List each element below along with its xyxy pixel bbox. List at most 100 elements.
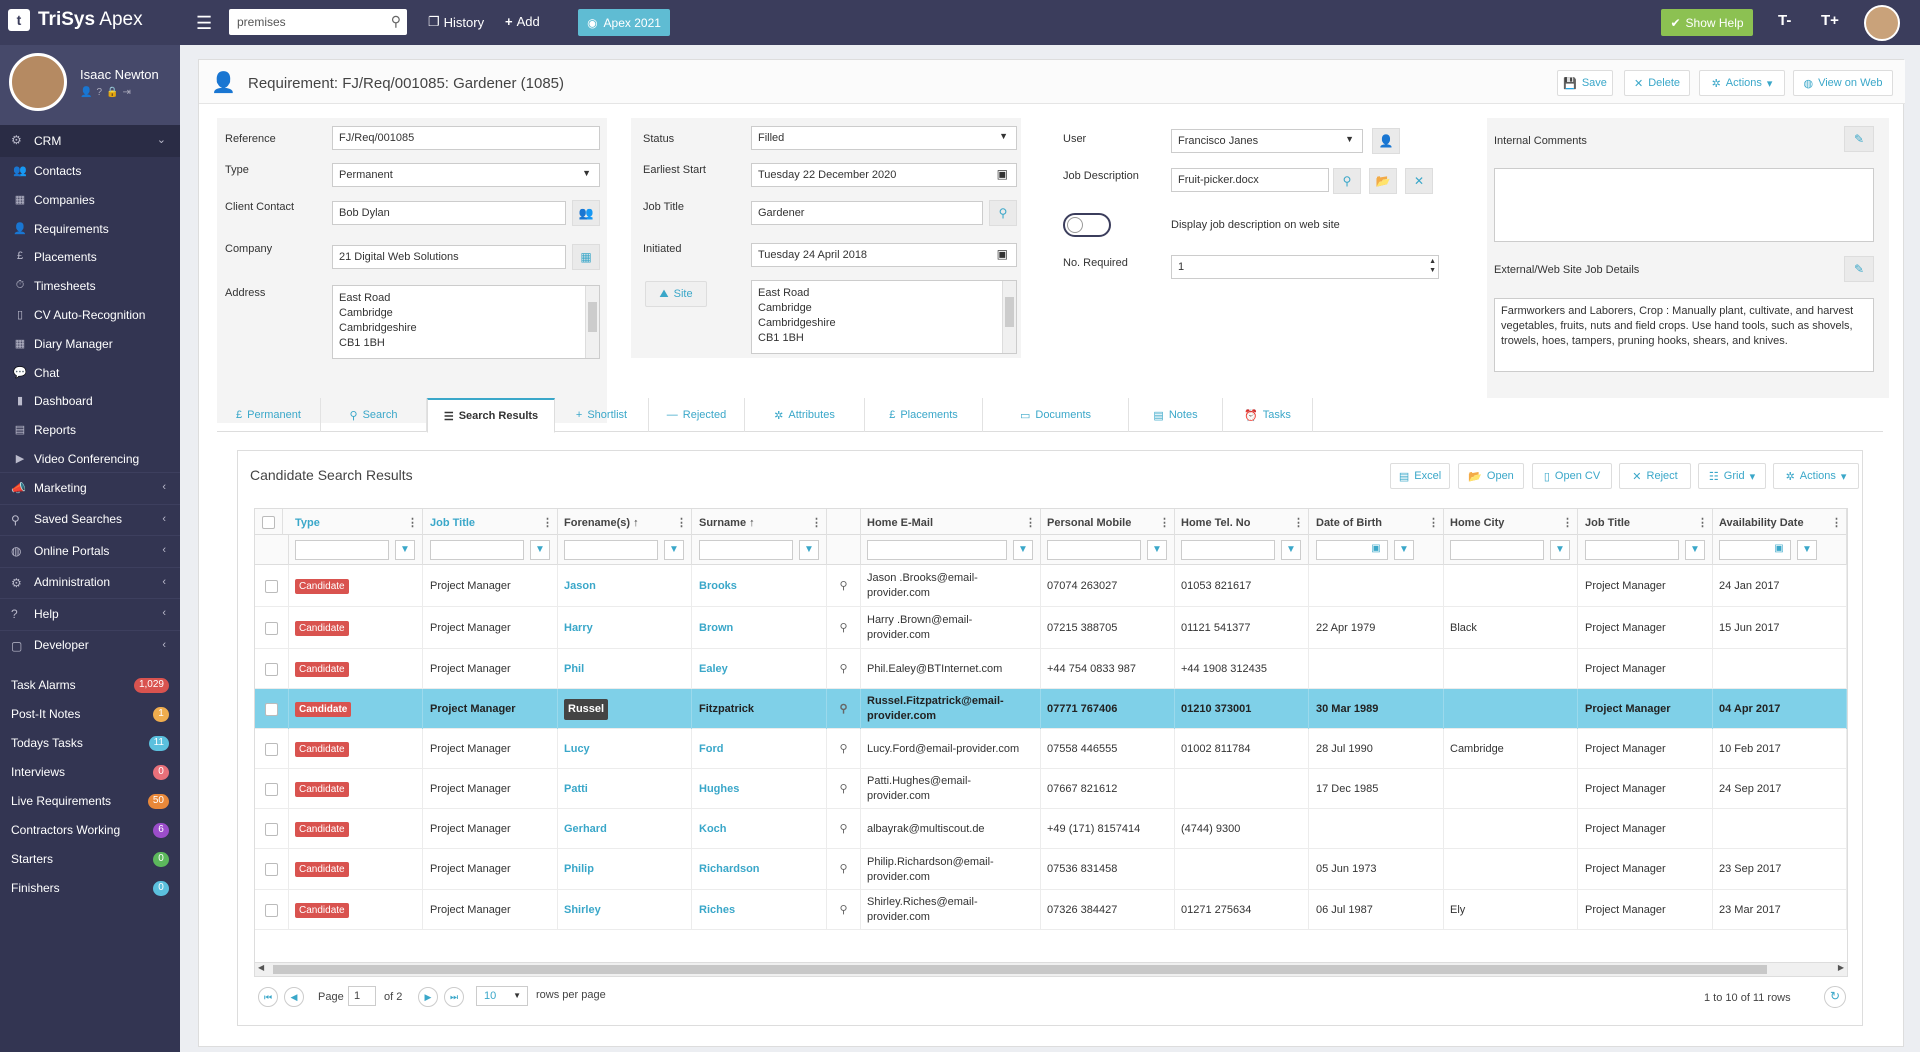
filter-icon[interactable]: ▼ <box>1147 540 1167 560</box>
cell-fore[interactable]: Harry <box>558 607 692 649</box>
column-filter-input[interactable] <box>1181 540 1275 560</box>
sidebar-item-placements[interactable]: £ Placements <box>0 243 180 271</box>
results-actions-button[interactable]: ✲ Actions ▾ <box>1773 463 1859 489</box>
cell-value[interactable]: Phil <box>564 662 585 675</box>
row-checkbox-cell[interactable] <box>255 849 289 890</box>
company-field[interactable]: 21 Digital Web Solutions <box>332 245 566 269</box>
filter-icon[interactable]: ▼ <box>1550 540 1570 560</box>
table-row[interactable]: Candidate Project Manager Patti Hughes ⚲ Patt… <box>255 769 1847 809</box>
column-menu-icon[interactable]: ⋮ <box>1562 517 1573 529</box>
cell-sur[interactable]: Riches <box>693 890 827 930</box>
row-checkbox[interactable] <box>265 782 278 796</box>
column-filter-input[interactable] <box>430 540 524 560</box>
grid-button[interactable]: ☷ Grid ▾ <box>1698 463 1766 489</box>
cell-fore[interactable]: Russel <box>558 689 692 729</box>
column-menu-icon[interactable]: ⋮ <box>1831 517 1842 529</box>
tab-placements[interactable]: £ Placements <box>865 398 983 432</box>
preview-search-icon[interactable]: ⚲ <box>827 809 861 849</box>
app-logo[interactable]: t TriSys Apex <box>8 9 143 31</box>
calendar-icon[interactable]: ▣ <box>996 167 1008 181</box>
preview-search-icon[interactable]: ⚲ <box>827 849 861 890</box>
column-header-home-city[interactable]: Home City ⋮ <box>1444 509 1578 535</box>
row-checkbox-cell[interactable] <box>255 607 289 649</box>
first-page-icon[interactable]: ⏮ <box>258 987 278 1007</box>
prev-page-icon[interactable]: ◀ <box>284 987 304 1007</box>
column-filter-input[interactable] <box>564 540 658 560</box>
cell-value[interactable]: Ford <box>699 742 724 755</box>
column-header-surname[interactable]: Surname ↑ ⋮ <box>693 509 827 535</box>
user-lookup-button[interactable]: 👤 <box>1372 128 1400 154</box>
column-filter-input[interactable] <box>1450 540 1544 560</box>
delete-button[interactable]: ✕ Delete <box>1624 70 1690 96</box>
contact-lookup-button[interactable]: 👥 <box>572 200 600 226</box>
row-checkbox-cell[interactable] <box>255 890 289 930</box>
cell-value[interactable]: Philip <box>564 863 594 875</box>
row-checkbox[interactable] <box>265 903 278 917</box>
next-page-icon[interactable]: ▶ <box>418 987 438 1007</box>
cell-value[interactable]: Lucy <box>564 742 590 755</box>
select-all-checkbox-cell[interactable] <box>255 509 283 535</box>
filter-icon[interactable]: ▼ <box>799 540 819 560</box>
row-checkbox[interactable] <box>265 579 278 593</box>
company-lookup-button[interactable]: ▦ <box>572 244 600 270</box>
sidebar-counter-contractors-working[interactable]: Contractors Working 6 <box>0 816 180 844</box>
preview-search-icon[interactable]: ⚲ <box>827 607 861 649</box>
sidebar-section-administration[interactable]: ⚙ Administration ‹ <box>0 566 180 597</box>
cell-fore[interactable]: Shirley <box>558 890 692 930</box>
sort-ascending-icon[interactable]: ↑ <box>746 517 755 529</box>
table-row[interactable]: Candidate Project Manager Phil Ealey ⚲ Phil.E… <box>255 649 1847 689</box>
sidebar-section-help[interactable]: ? Help ‹ <box>0 598 180 628</box>
column-header-home-tel-no[interactable]: Home Tel. No ⋮ <box>1175 509 1309 535</box>
edit-external-details-button[interactable]: ✎ <box>1844 256 1874 282</box>
scroll-thumb[interactable] <box>588 302 597 332</box>
cell-value[interactable]: Fitzpatrick <box>699 702 755 715</box>
sidebar-section-developer[interactable]: ▢ Developer ‹ <box>0 629 180 660</box>
site-button[interactable]: ⛰ Site <box>645 281 707 307</box>
view-on-web-button[interactable]: ◍ View on Web <box>1793 70 1893 96</box>
column-filter-input[interactable] <box>295 540 389 560</box>
sidebar-item-cv-auto-recognition[interactable]: ▯ CV Auto-Recognition <box>0 301 180 329</box>
actions-button[interactable]: ✲ Actions ▾ <box>1699 70 1785 96</box>
cell-value[interactable]: Ealey <box>699 662 728 675</box>
status-select[interactable]: Filled ▼ <box>751 126 1017 150</box>
row-checkbox[interactable] <box>265 742 278 756</box>
sidebar-item-dashboard[interactable]: ▮ Dashboard <box>0 387 180 415</box>
column-filter-input[interactable] <box>1316 540 1388 560</box>
global-search-input[interactable]: premises ⚲ <box>229 9 407 35</box>
history-button[interactable]: ❐ History <box>428 14 484 30</box>
cell-value[interactable]: Gerhard <box>564 822 607 835</box>
sidebar-item-requirements[interactable]: 👤 Requirements <box>0 215 180 243</box>
row-checkbox[interactable] <box>265 662 278 676</box>
cell-fore[interactable]: Patti <box>558 769 692 809</box>
tab-attributes[interactable]: ✲ Attributes <box>745 398 865 432</box>
tab-search[interactable]: ⚲ Search <box>321 398 427 432</box>
sidebar-counter-finishers[interactable]: Finishers 0 <box>0 874 180 902</box>
cell-sur[interactable]: Brown <box>693 607 827 649</box>
select-all-checkbox[interactable] <box>262 516 275 529</box>
job-description-field[interactable]: Fruit-picker.docx <box>1171 168 1329 192</box>
sidebar-counter-task-alarms[interactable]: Task Alarms 1,029 <box>0 671 180 699</box>
last-page-icon[interactable]: ⏭ <box>444 987 464 1007</box>
sidebar-counter-todays-tasks[interactable]: Todays Tasks 11 <box>0 729 180 757</box>
scroll-right-icon[interactable]: ▶ <box>1837 963 1844 972</box>
row-checkbox[interactable] <box>265 621 278 635</box>
tab-rejected[interactable]: — Rejected <box>649 398 745 432</box>
table-row[interactable]: Candidate Project Manager Lucy Ford ⚲ Lucy.Fo… <box>255 729 1847 769</box>
internal-comments-field[interactable] <box>1494 168 1874 242</box>
cell-sur[interactable]: Richardson <box>693 849 827 890</box>
sidebar-section-online-portals[interactable]: ◍ Online Portals ‹ <box>0 535 180 565</box>
cell-value[interactable]: Harry <box>564 621 593 634</box>
tab-search-results[interactable]: ☰ Search Results <box>427 398 555 433</box>
row-checkbox-cell[interactable] <box>255 565 289 607</box>
column-filter-input[interactable] <box>1585 540 1679 560</box>
sidebar-counter-interviews[interactable]: Interviews 0 <box>0 758 180 786</box>
scroll-left-icon[interactable]: ◀ <box>258 963 265 972</box>
table-row[interactable]: Candidate Project Manager Shirley Riches ⚲ Sh… <box>255 890 1847 930</box>
sidebar-section-saved-searches[interactable]: ⚲ Saved Searches ‹ <box>0 503 180 534</box>
column-header-personal-mobile[interactable]: Personal Mobile ⋮ <box>1041 509 1175 535</box>
tab-permanent[interactable]: £ Permanent <box>217 398 321 432</box>
grid-horizontal-scrollbar[interactable]: ◀ ▶ <box>254 963 1848 977</box>
row-checkbox-cell[interactable] <box>255 689 289 729</box>
add-button[interactable]: + Add <box>505 14 540 29</box>
column-header-date-of-birth[interactable]: Date of Birth ⋮ <box>1310 509 1444 535</box>
